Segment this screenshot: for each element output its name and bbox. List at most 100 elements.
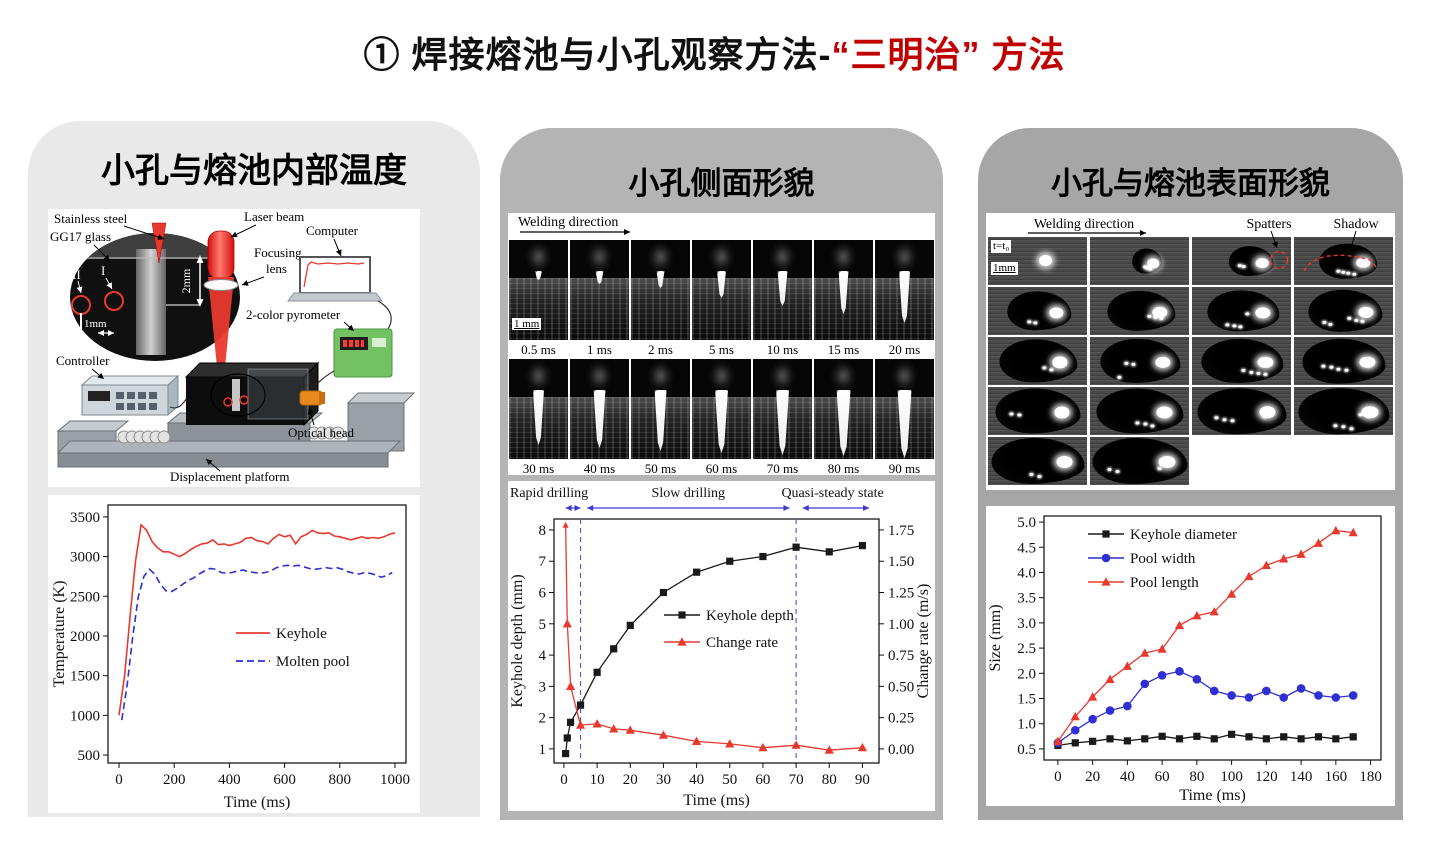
keyhole-shape — [535, 271, 542, 280]
svg-text:50: 50 — [722, 772, 737, 788]
frame-smoke — [769, 361, 796, 391]
spatter-dot — [1131, 363, 1136, 367]
spatter-dot — [1225, 322, 1230, 326]
point-I-circle — [104, 291, 124, 311]
keyhole-shape — [715, 390, 728, 453]
svg-text:Time (ms): Time (ms) — [1179, 787, 1246, 804]
panel-left-title: 小孔与熔池内部温度 — [101, 152, 407, 190]
svg-text:3.0: 3.0 — [1017, 616, 1036, 632]
svg-text:0.5: 0.5 — [1017, 742, 1036, 758]
keyhole-frame — [692, 240, 751, 340]
frame-smoke — [830, 242, 857, 272]
laptop-base — [287, 292, 383, 302]
keyhole-frame — [570, 359, 629, 459]
svg-text:1.25: 1.25 — [888, 586, 914, 602]
spatter-dot — [1147, 314, 1152, 318]
keyhole-bright-spot — [1052, 356, 1068, 369]
keyhole-frame — [631, 240, 690, 340]
arrowhead — [347, 324, 354, 331]
spatter-dot — [1354, 318, 1359, 322]
frame-time-label: 15 ms — [827, 341, 860, 357]
svg-text:1.00: 1.00 — [888, 617, 914, 633]
molten-pool-blob — [1229, 246, 1274, 276]
frame-time-label: 10 ms — [766, 341, 799, 357]
molten-pool-blob — [990, 437, 1085, 485]
svg-text:Keyhole: Keyhole — [276, 626, 327, 642]
molten-pool-blob — [1201, 338, 1284, 384]
keyhole-frame — [875, 240, 934, 340]
focusing-lens-shape — [203, 279, 239, 291]
setup-diagram-svg: 2mm II I 1mm Stainless steel GG17 glass … — [50, 209, 416, 484]
keyhole-bright-spot — [1049, 307, 1064, 319]
keyhole-bright-spot — [1259, 406, 1276, 419]
svg-text:0.00: 0.00 — [888, 742, 914, 758]
point-II-label: II — [72, 267, 81, 282]
spatter-dot — [1238, 325, 1243, 329]
spatter-dot — [1261, 263, 1266, 267]
svg-text:160: 160 — [1325, 769, 1348, 785]
temperature-chart: 0 200 400 600 800 1000 500 1000 1500 2000 2500 3000… — [51, 504, 410, 811]
svg-text:4: 4 — [539, 648, 547, 664]
svg-text:1: 1 — [539, 742, 547, 758]
svg-text:80: 80 — [1189, 769, 1204, 785]
pool-frame-row — [988, 437, 1393, 485]
slide-title: ① 焊接熔池与小孔观察方法-“三明治” 方法 — [0, 26, 1429, 78]
svg-text:400: 400 — [218, 772, 241, 788]
spatter-dot — [1049, 367, 1054, 371]
keyhole-shape — [654, 390, 667, 451]
keyhole-bright-spot — [1156, 406, 1173, 419]
keyhole-shape — [897, 390, 912, 458]
spatter-dot — [1159, 317, 1164, 321]
svg-text:5: 5 — [539, 617, 547, 633]
keyhole-bright-spot — [1358, 306, 1374, 319]
molten-pool-blob — [999, 339, 1078, 383]
dimension-2mm-label: 2mm — [179, 268, 193, 293]
pool-frame — [1090, 237, 1189, 285]
svg-text:2000: 2000 — [70, 629, 100, 645]
temperature-chart-box: 0 200 400 600 800 1000 500 1000 1500 2000 2500 3000… — [48, 495, 420, 813]
pool-frame — [988, 387, 1087, 435]
spatter-dot — [1346, 271, 1351, 275]
svg-text:Molten pool: Molten pool — [276, 654, 350, 670]
svg-text:0: 0 — [115, 772, 123, 788]
frame-smoke — [769, 242, 796, 272]
keyhole-bright-spot — [1155, 356, 1171, 369]
svg-text:6: 6 — [539, 586, 547, 602]
frame-smoke — [708, 361, 735, 391]
arrowhead — [307, 408, 314, 415]
spatter-dot — [1214, 416, 1219, 420]
spatter-dot — [1237, 264, 1242, 268]
svg-text:200: 200 — [163, 772, 186, 788]
svg-text:4.0: 4.0 — [1017, 565, 1036, 581]
feed-screw — [117, 426, 345, 444]
svg-text:Keyhole depth: Keyhole depth — [706, 608, 794, 624]
spatter-dot — [1115, 469, 1120, 473]
arrowhead — [624, 229, 630, 235]
panel-keyhole-side-view: 小孔侧面形貌 Welding direction 1 mm 0.5 ms 1 ms… — [500, 128, 943, 820]
svg-text:Slow drilling: Slow drilling — [652, 486, 726, 501]
svg-text:30: 30 — [656, 772, 671, 788]
svg-text:70: 70 — [789, 772, 804, 788]
svg-text:8: 8 — [539, 523, 547, 539]
spatter-dot — [1150, 424, 1155, 428]
spatter-dot — [1153, 315, 1158, 319]
pool-frame — [1294, 287, 1393, 335]
keyhole-frame — [875, 359, 934, 459]
molten-pool-blob — [1007, 291, 1072, 331]
svg-text:1.0: 1.0 — [1017, 717, 1036, 733]
pool-frame — [1294, 337, 1393, 385]
frame-smoke — [586, 242, 613, 272]
pool-frame — [988, 337, 1087, 385]
frame-time-label: 60 ms — [705, 460, 738, 476]
frame-smoke — [647, 361, 674, 391]
frame-time-label: 1 ms — [587, 341, 612, 357]
keyhole-bright-spot — [1359, 356, 1376, 369]
frame-time-label: 70 ms — [766, 460, 799, 476]
keyhole-image-sequence: Welding direction 1 mm 0.5 ms 1 ms 2 ms 5 m… — [508, 213, 935, 476]
spatter-dot — [1232, 324, 1237, 328]
panel-internal-temperature: 小孔与熔池内部温度 — [28, 121, 480, 817]
spatter-dot — [1148, 267, 1153, 271]
pool-frame — [1090, 287, 1189, 335]
pool-frame — [1192, 287, 1291, 335]
pool-frame-row — [988, 387, 1393, 435]
